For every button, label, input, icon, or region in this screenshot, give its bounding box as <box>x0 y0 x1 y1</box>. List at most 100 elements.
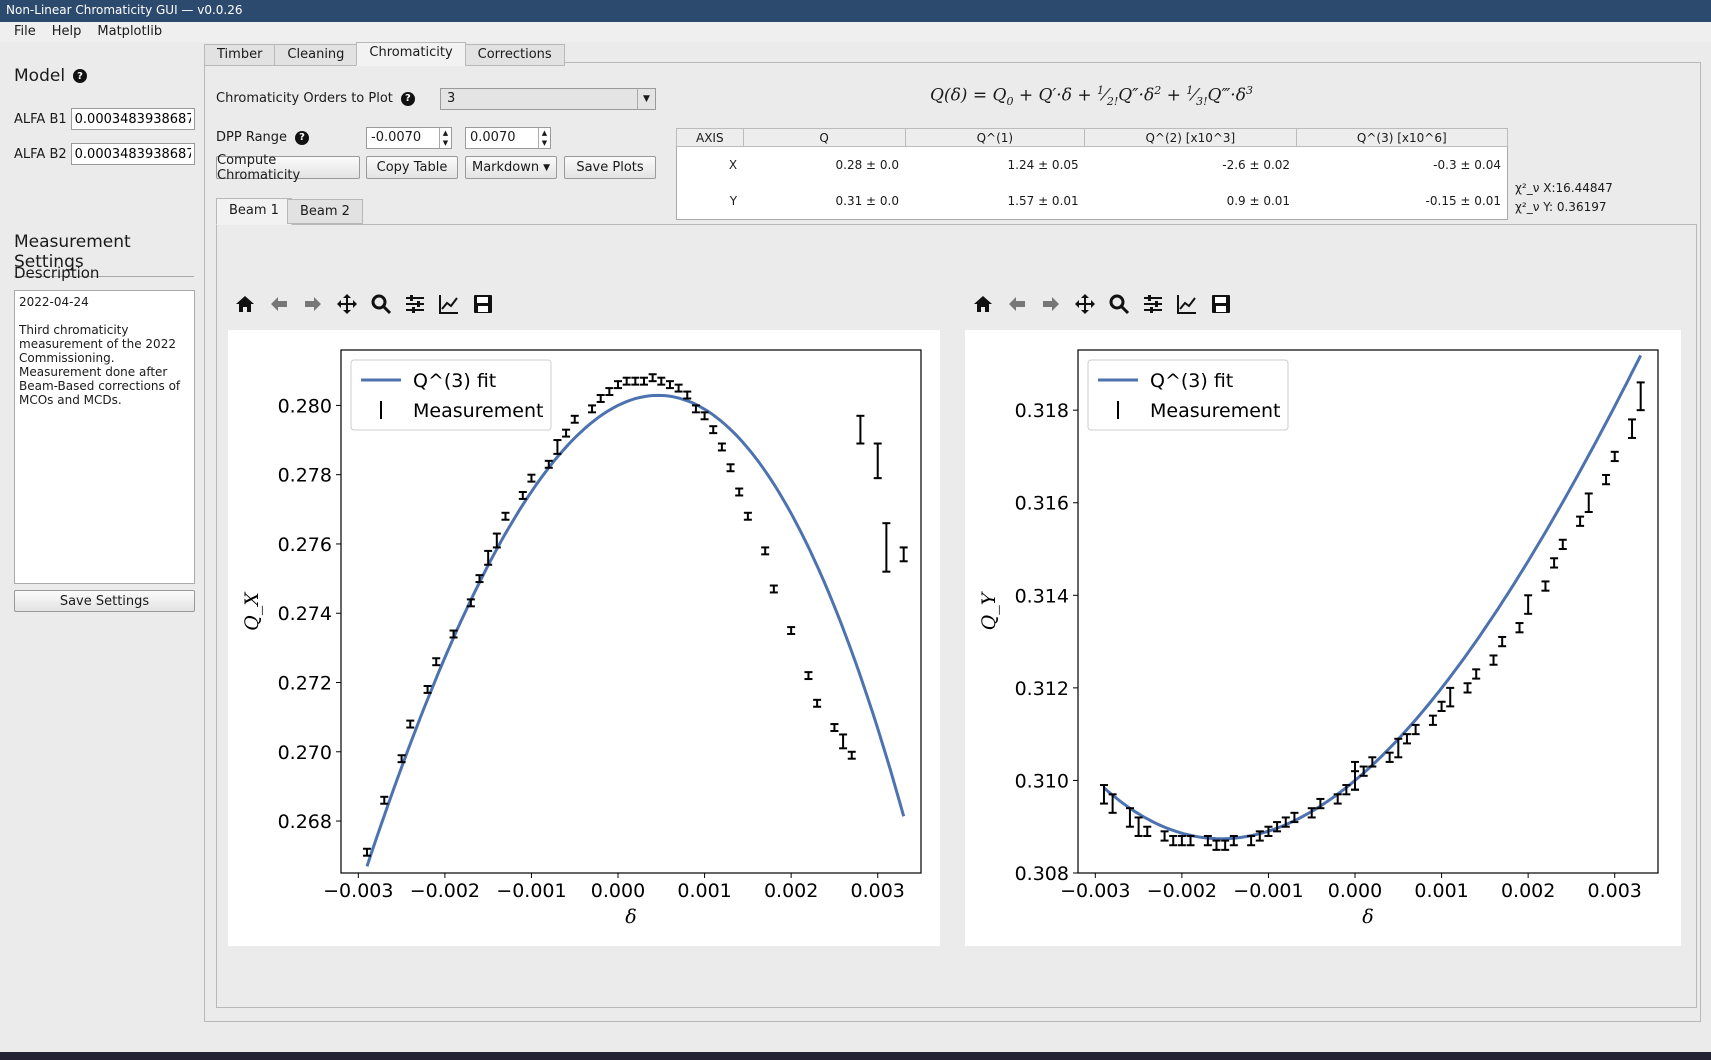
chi-y: χ²_ν Y: 0.36197 <box>1515 200 1607 214</box>
help-icon[interactable]: ? <box>400 91 415 106</box>
table-cell: -2.6 ± 0.02 <box>1222 158 1291 172</box>
x-tick-label: 0.003 <box>1588 880 1642 902</box>
x-tick-label: −0.003 <box>1060 880 1130 902</box>
save-plots-button[interactable]: Save Plots <box>564 156 656 179</box>
save-settings-button[interactable]: Save Settings <box>14 590 195 612</box>
zoom-icon[interactable] <box>366 289 396 319</box>
edit-axes-icon[interactable] <box>434 289 464 319</box>
table-row[interactable]: Y 0.31 ± 0.0 1.57 ± 0.01 0.9 ± 0.01 -0.1… <box>677 183 1508 220</box>
qy-chart[interactable]: −0.003 −0.002 −0.001 0.000 0.001 0.002 0.003 0.… <box>965 330 1681 946</box>
alfa-b2-label: ALFA B2 <box>14 146 67 162</box>
x-tick-label: −0.002 <box>410 880 480 902</box>
table-cell: -0.3 ± 0.04 <box>1433 158 1501 172</box>
table-cell: Y <box>729 194 738 208</box>
dpp-max-spinbox[interactable]: 0.0070 ▲ ▼ <box>465 127 551 149</box>
table-cell: -0.15 ± 0.01 <box>1425 194 1501 208</box>
description-textarea[interactable]: 2022-04-24 Third chromaticity measuremen… <box>14 290 195 584</box>
menu-bar: File Help Matplotlib <box>0 22 1711 42</box>
plot-toolbar-1 <box>230 289 498 319</box>
x-tick-label: −0.001 <box>496 880 566 902</box>
x-tick-label: −0.003 <box>323 880 393 902</box>
tab-chromaticity[interactable]: Chromaticity <box>356 42 466 66</box>
qx-chart[interactable]: −0.003 −0.002 −0.001 0.000 0.001 0.002 0.003 0.… <box>228 330 940 946</box>
legend-fit-label: Q^(3) fit <box>413 370 496 392</box>
dpp-label: DPP Range? <box>216 130 310 145</box>
legend-box <box>350 359 552 431</box>
alfa-b1-label: ALFA B1 <box>14 111 67 127</box>
copy-table-button[interactable]: Copy Table <box>366 156 458 179</box>
chromaticity-table: AXIS Q Q^(1) Q^(2) [x10^3] Q^(3) [x10^6]… <box>676 128 1509 220</box>
legend-box <box>1087 359 1289 431</box>
alfa-b2-field[interactable] <box>70 143 195 165</box>
y-tick-label: 0.274 <box>278 603 332 625</box>
compute-chromaticity-button[interactable]: Compute Chromaticity <box>216 153 360 183</box>
tab-beam-1[interactable]: Beam 1 <box>216 198 292 225</box>
tab-corrections[interactable]: Corrections <box>464 44 565 66</box>
x-tick-label: 0.003 <box>851 880 905 902</box>
tab-beam-2[interactable]: Beam 2 <box>287 199 363 224</box>
save-icon[interactable] <box>468 289 498 319</box>
plot-toolbar-2 <box>968 289 1236 319</box>
chromaticity-formula: Q(δ) = Q0 + Q′·δ + 1⁄2!Q″·δ2 + 1⁄3!Q‴·δ3 <box>930 84 1253 109</box>
format-dropdown[interactable]: Markdown ▼ <box>465 156 557 179</box>
y-tick-label: 0.308 <box>1015 863 1069 885</box>
bottom-strip <box>0 1052 1711 1060</box>
y-tick-label: 0.314 <box>1015 585 1069 607</box>
orders-select[interactable]: 3 ▼ <box>440 88 656 110</box>
menu-matplotlib[interactable]: Matplotlib <box>97 24 163 39</box>
table-header: AXIS <box>676 128 744 147</box>
pan-icon[interactable] <box>332 289 362 319</box>
edit-axes-icon[interactable] <box>1172 289 1202 319</box>
orders-label: Chromaticity Orders to Plot? <box>216 91 415 106</box>
pan-icon[interactable] <box>1070 289 1100 319</box>
y-tick-label: 0.276 <box>278 534 332 556</box>
y-tick-label: 0.278 <box>278 465 332 487</box>
menu-help[interactable]: Help <box>51 24 82 39</box>
y-tick-label: 0.272 <box>278 673 332 695</box>
zoom-icon[interactable] <box>1104 289 1134 319</box>
sidebar: Model? ALFA B1 ALFA B2 Measurement Setti… <box>0 42 200 1052</box>
y-tick-label: 0.270 <box>278 742 332 764</box>
x-tick-label: 0.002 <box>764 880 818 902</box>
plot-frame <box>1077 349 1659 874</box>
legend-fit-label: Q^(3) fit <box>1150 370 1233 392</box>
legend-measurement-label: Measurement <box>413 400 543 422</box>
x-tick-label: 0.000 <box>591 880 645 902</box>
back-icon[interactable] <box>264 289 294 319</box>
y-tick-label: 0.316 <box>1015 493 1069 515</box>
configure-icon[interactable] <box>400 289 430 319</box>
back-icon[interactable] <box>1002 289 1032 319</box>
dpp-min-spinbox[interactable]: -0.0070 ▲ ▼ <box>366 127 452 149</box>
table-row[interactable]: X 0.28 ± 0.0 1.24 ± 0.05 -2.6 ± 0.02 -0.… <box>677 147 1508 184</box>
home-icon[interactable] <box>968 289 998 319</box>
alfa-b2-row: ALFA B2 <box>14 143 195 165</box>
chevron-down-icon: ▼ <box>543 162 550 173</box>
help-icon[interactable]: ? <box>295 130 310 145</box>
spin-arrows-icon[interactable]: ▲ ▼ <box>538 128 550 148</box>
model-title: Model? <box>14 66 88 86</box>
table-header: Q^(2) [x10^3] <box>1084 128 1297 147</box>
table-cell: 0.9 ± 0.01 <box>1226 194 1291 208</box>
tab-cleaning[interactable]: Cleaning <box>274 44 358 66</box>
alfa-b1-row: ALFA B1 <box>14 108 195 130</box>
main-tabs: Timber Cleaning Chromaticity Corrections <box>204 42 565 66</box>
x-tick-label: −0.002 <box>1147 880 1217 902</box>
alfa-b1-field[interactable] <box>70 108 195 130</box>
tab-timber[interactable]: Timber <box>204 44 276 66</box>
description-title: Description <box>14 264 100 282</box>
forward-icon[interactable] <box>298 289 328 319</box>
table-cell: 0.31 ± 0.0 <box>835 194 900 208</box>
fit-line <box>365 393 906 867</box>
x-tick-label: 0.002 <box>1501 880 1555 902</box>
y-tick-label: 0.312 <box>1015 678 1069 700</box>
home-icon[interactable] <box>230 289 260 319</box>
save-icon[interactable] <box>1206 289 1236 319</box>
table-cell: 0.28 ± 0.0 <box>835 158 900 172</box>
menu-file[interactable]: File <box>14 24 36 39</box>
table-header: Q <box>742 128 906 147</box>
configure-icon[interactable] <box>1138 289 1168 319</box>
forward-icon[interactable] <box>1036 289 1066 319</box>
help-icon[interactable]: ? <box>73 69 88 83</box>
x-tick-label: 0.001 <box>1414 880 1468 902</box>
spin-arrows-icon[interactable]: ▲ ▼ <box>439 128 451 148</box>
